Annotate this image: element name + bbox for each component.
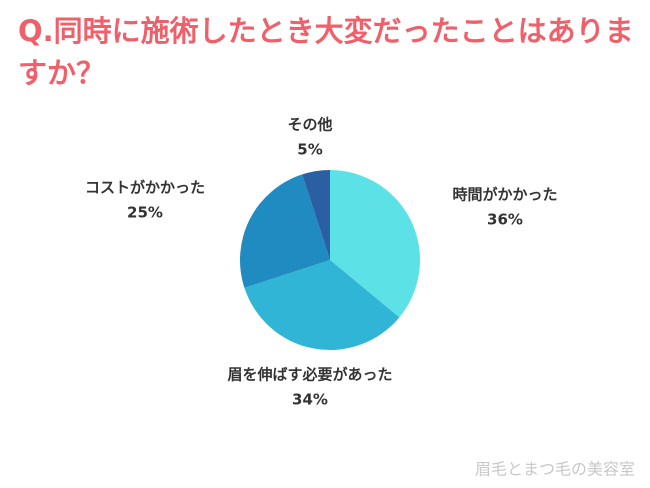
slice-label: コストがかかった — [85, 179, 205, 197]
watermark: 眉毛とまつ毛の美容室 — [475, 460, 635, 479]
chart-title: Q.同時に施術したとき大変だったことはありますか？ — [18, 14, 634, 90]
pie-slice — [244, 260, 400, 351]
slice-value: 25% — [127, 204, 163, 222]
slice-value: 34% — [292, 391, 328, 409]
pie-slice — [240, 174, 330, 288]
pie-slice — [302, 170, 330, 260]
slice-label: 時間がかかった — [452, 186, 557, 204]
slice-label: その他 — [287, 116, 332, 134]
slice-value: 5% — [297, 141, 322, 159]
pie-slice — [330, 170, 420, 318]
slice-value: 36% — [487, 211, 523, 229]
slice-label: 眉を伸ばす必要があった — [227, 366, 392, 384]
